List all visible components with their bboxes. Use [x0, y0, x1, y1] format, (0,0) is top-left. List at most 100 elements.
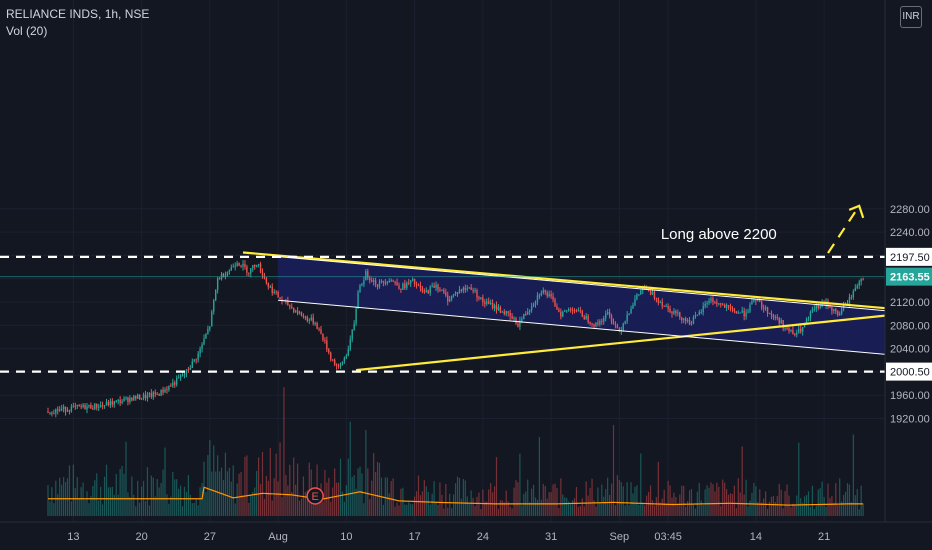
volume-bar	[706, 485, 708, 516]
volume-bar	[86, 491, 88, 516]
volume-bar	[460, 498, 462, 516]
candle-body	[88, 404, 90, 407]
volume-bar	[76, 477, 78, 516]
candle-body	[216, 278, 219, 290]
volume-bar	[166, 494, 168, 516]
volume-bar	[123, 473, 125, 516]
volume-bar	[431, 493, 433, 516]
candle-body	[107, 401, 110, 406]
candle-body	[123, 398, 125, 402]
volume-bar	[78, 499, 80, 516]
volume-bar	[766, 508, 769, 516]
volume-bar	[345, 485, 347, 516]
candle-body	[669, 308, 671, 313]
volume-bar	[189, 494, 191, 516]
volume-bar	[702, 505, 704, 516]
volume-bar	[84, 499, 86, 516]
candle-body	[394, 281, 396, 283]
volume-bar	[337, 482, 340, 516]
volume-bar	[378, 462, 381, 516]
volume-bar	[298, 500, 301, 516]
volume-bar	[579, 505, 581, 516]
volume-bar	[610, 483, 613, 516]
volume-bar	[425, 486, 427, 516]
candle-body	[98, 407, 100, 409]
volume-bar	[466, 496, 468, 516]
candle-body	[562, 311, 564, 317]
candle-body	[587, 315, 589, 323]
candle-body	[449, 299, 451, 302]
volume-bar	[49, 501, 51, 516]
price-tick-label: 1920.00	[890, 414, 930, 426]
volume-bar	[776, 496, 778, 516]
volume-bar	[564, 497, 566, 516]
candle-body	[392, 280, 394, 282]
volume-bar	[207, 455, 209, 516]
volume-bar	[417, 475, 420, 516]
price-tick-label: 2080.00	[890, 320, 930, 332]
volume-bar	[61, 484, 63, 516]
candle-body	[521, 319, 523, 321]
volume-bar	[786, 484, 788, 516]
candle-body	[673, 310, 675, 314]
volume-bar	[665, 503, 667, 516]
volume-bar	[213, 445, 215, 516]
volume-bar	[493, 486, 496, 516]
channel-bottom	[278, 299, 932, 360]
candle-body	[550, 294, 552, 297]
candle-body	[400, 288, 402, 290]
candle-body	[536, 295, 539, 302]
volume-bar	[300, 498, 303, 516]
volume-bar	[219, 471, 221, 516]
candle-body	[839, 313, 841, 316]
candle-body	[386, 281, 388, 284]
candle-body	[452, 294, 455, 296]
candle-body	[302, 316, 305, 318]
volume-bar	[400, 488, 402, 516]
volume-bar	[716, 482, 718, 516]
candle-body	[187, 369, 190, 371]
volume-bar	[589, 487, 591, 516]
volume-bar	[790, 507, 792, 516]
volume-bar	[677, 504, 679, 516]
candle-body	[651, 292, 654, 295]
volume-indicator-label[interactable]: Vol (20)	[6, 24, 48, 38]
volume-bar	[170, 496, 172, 516]
candle-body	[138, 394, 141, 400]
volume-bar	[228, 467, 230, 516]
candle-body	[579, 310, 582, 312]
candle-body	[228, 270, 231, 273]
volume-bar	[349, 421, 351, 516]
candle-body	[484, 302, 486, 304]
volume-bar	[544, 485, 546, 516]
candle-body	[349, 339, 351, 350]
symbol-title[interactable]: RELIANCE INDS, 1h, NSE	[6, 7, 150, 21]
candle-body	[250, 268, 252, 274]
volume-bar	[556, 488, 558, 516]
volume-bar	[92, 485, 94, 516]
candle-body	[172, 382, 174, 386]
candle-body	[437, 284, 439, 290]
candle-body	[166, 389, 168, 391]
volume-bar	[657, 461, 659, 516]
currency-button[interactable]: INR	[900, 6, 922, 28]
candle-body	[683, 318, 685, 321]
candle-body	[431, 285, 433, 287]
candle-body	[435, 284, 437, 288]
candle-body	[371, 280, 373, 282]
volume-bar	[429, 504, 431, 516]
candle-body	[499, 307, 502, 313]
time-tick-label: 20	[135, 531, 147, 543]
volume-bar	[712, 484, 714, 516]
candle-body	[142, 394, 145, 399]
candle-body	[722, 304, 724, 306]
volume-bar	[642, 502, 644, 516]
volume-bar	[858, 509, 860, 516]
volume-bar	[527, 479, 529, 516]
candle-body	[367, 271, 369, 278]
volume-bar	[531, 488, 533, 516]
candle-body	[388, 280, 390, 282]
candle-body	[618, 328, 621, 332]
volume-bar	[663, 489, 665, 516]
